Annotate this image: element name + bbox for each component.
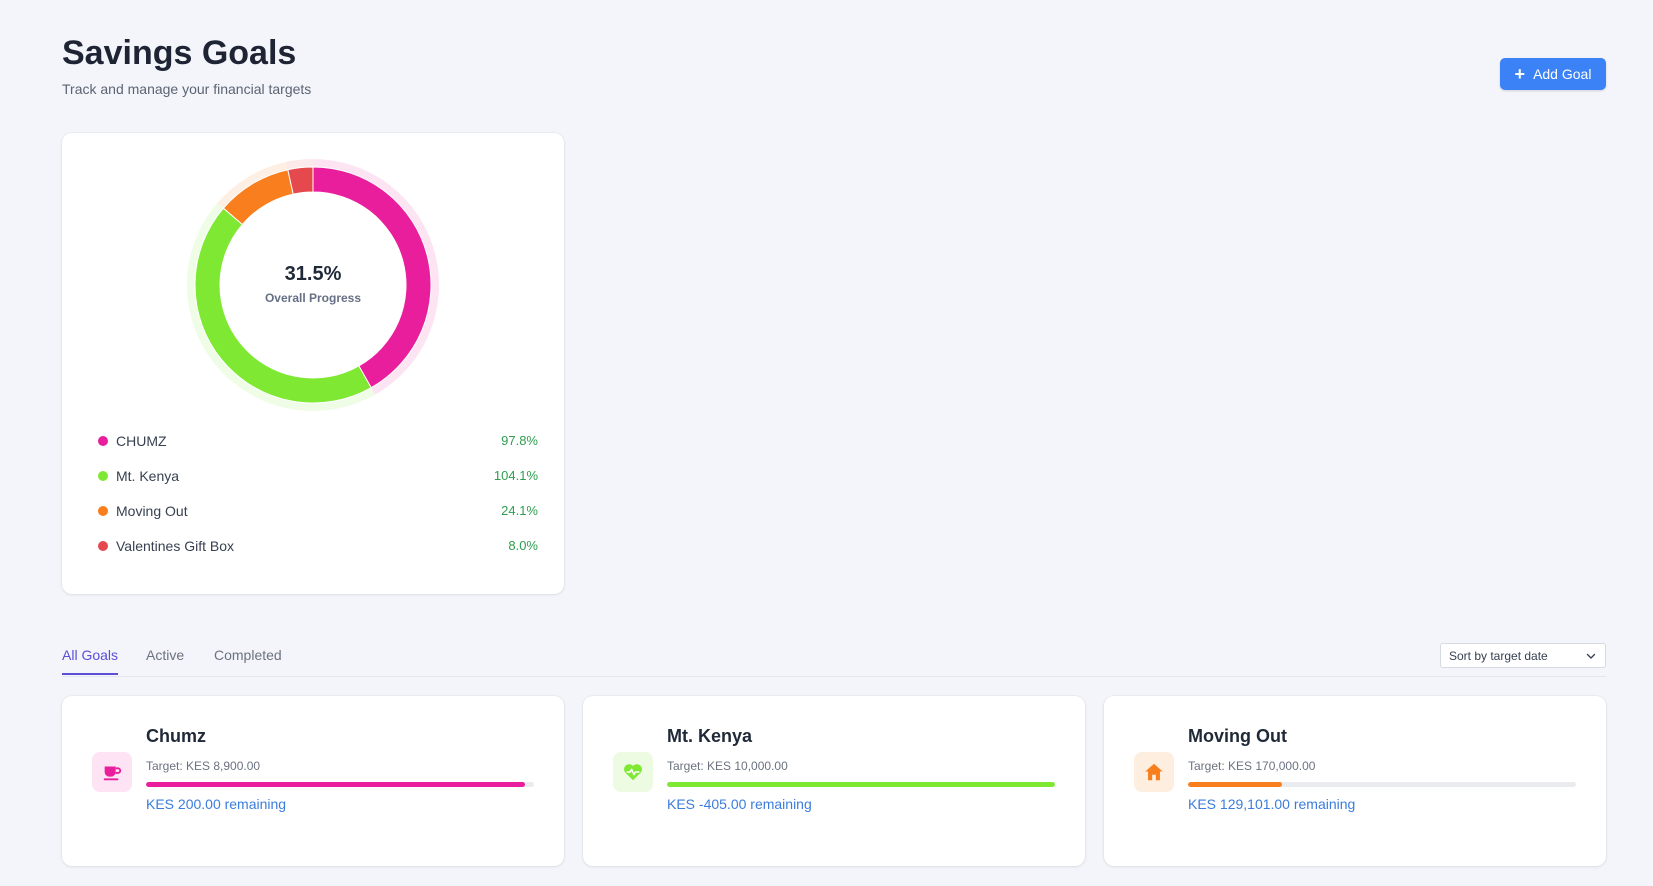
legend-dot <box>98 540 108 551</box>
legend-name: Mt. Kenya <box>116 467 180 484</box>
donut-center: 31.5% Overall Progress <box>213 263 413 305</box>
goal-progress-fill <box>1188 782 1282 787</box>
page-subtitle: Track and manage your financial targets <box>62 81 312 97</box>
home-icon <box>1145 763 1163 781</box>
goal-card-mt-kenya[interactable]: Mt. Kenya Target: KES 10,000.00 KES -405… <box>583 696 1085 866</box>
add-goal-button[interactable]: + Add Goal <box>1500 58 1606 90</box>
goal-icon-box <box>1134 752 1174 792</box>
legend-value: 24.1% <box>501 503 538 518</box>
legend-value: 8.0% <box>508 538 538 553</box>
goal-target: Target: KES 8,900.00 <box>146 759 261 773</box>
goal-card-moving-out[interactable]: Moving Out Target: KES 170,000.00 KES 12… <box>1104 696 1606 866</box>
legend-item-chumz: CHUMZ 97.8% <box>98 423 538 458</box>
goal-tabs: All Goals Active Completed <box>62 635 1606 677</box>
goal-icon-box <box>92 752 132 792</box>
donut-chart: 31.5% Overall Progress <box>62 133 564 418</box>
donut-slice-valentines-gift-box[interactable] <box>287 166 314 195</box>
legend-name: Moving Out <box>116 502 188 519</box>
legend-item-mt-kenya: Mt. Kenya 104.1% <box>98 458 538 493</box>
legend-dot <box>98 505 108 516</box>
goal-target: Target: KES 10,000.00 <box>667 759 788 773</box>
legend-name: CHUMZ <box>116 432 167 449</box>
add-goal-label: Add Goal <box>1533 66 1592 82</box>
legend-item-valentines-gift-box: Valentines Gift Box 8.0% <box>98 528 538 563</box>
coffee-cup-icon <box>103 766 122 781</box>
legend-value: 97.8% <box>501 433 538 448</box>
goal-progress-fill <box>667 782 1055 787</box>
overall-progress-label: Overall Progress <box>264 291 362 305</box>
goal-progress-bar <box>1188 782 1576 787</box>
chevron-down-icon <box>1586 653 1596 659</box>
goal-title: Chumz <box>146 726 206 746</box>
donut-svg <box>186 159 439 412</box>
goal-progress-bar <box>146 782 534 787</box>
goal-icon-box <box>613 752 653 792</box>
goal-remaining: KES 129,101.00 remaining <box>1188 796 1356 812</box>
page-title: Savings Goals <box>62 34 297 72</box>
tab-completed[interactable]: Completed <box>214 647 282 663</box>
goal-title: Mt. Kenya <box>667 726 753 746</box>
goal-title: Moving Out <box>1188 726 1287 746</box>
goal-progress-bar <box>667 782 1055 787</box>
heart-pulse-icon <box>624 764 642 781</box>
overall-progress-value: 31.5% <box>284 263 342 285</box>
overall-progress-card: 31.5% Overall Progress CHUMZ 97.8% Mt. K… <box>62 133 564 594</box>
chart-legend: CHUMZ 97.8% Mt. Kenya 104.1% Moving Out … <box>98 423 538 563</box>
donut-halo-1 <box>186 202 376 412</box>
legend-dot <box>98 470 108 481</box>
legend-name: Valentines Gift Box <box>116 537 235 554</box>
goal-target: Target: KES 170,000.00 <box>1188 759 1316 773</box>
donut-halo-2 <box>217 161 288 209</box>
sort-select[interactable]: Sort by target date <box>1440 643 1606 668</box>
goal-remaining: KES -405.00 remaining <box>667 796 812 812</box>
goal-card-chumz[interactable]: Chumz Target: KES 8,900.00 KES 200.00 re… <box>62 696 564 866</box>
sort-selected-value: Sort by target date <box>1449 648 1548 663</box>
legend-dot <box>98 435 108 446</box>
plus-icon: + <box>1514 64 1526 84</box>
tab-all-goals[interactable]: All Goals <box>62 647 119 675</box>
tab-active[interactable]: Active <box>146 647 185 663</box>
donut-slice-mt-kenya[interactable] <box>194 207 372 404</box>
goal-progress-fill <box>146 782 526 787</box>
goal-remaining: KES 200.00 remaining <box>146 796 287 812</box>
legend-item-moving-out: Moving Out 24.1% <box>98 493 538 528</box>
legend-value: 104.1% <box>493 468 538 483</box>
